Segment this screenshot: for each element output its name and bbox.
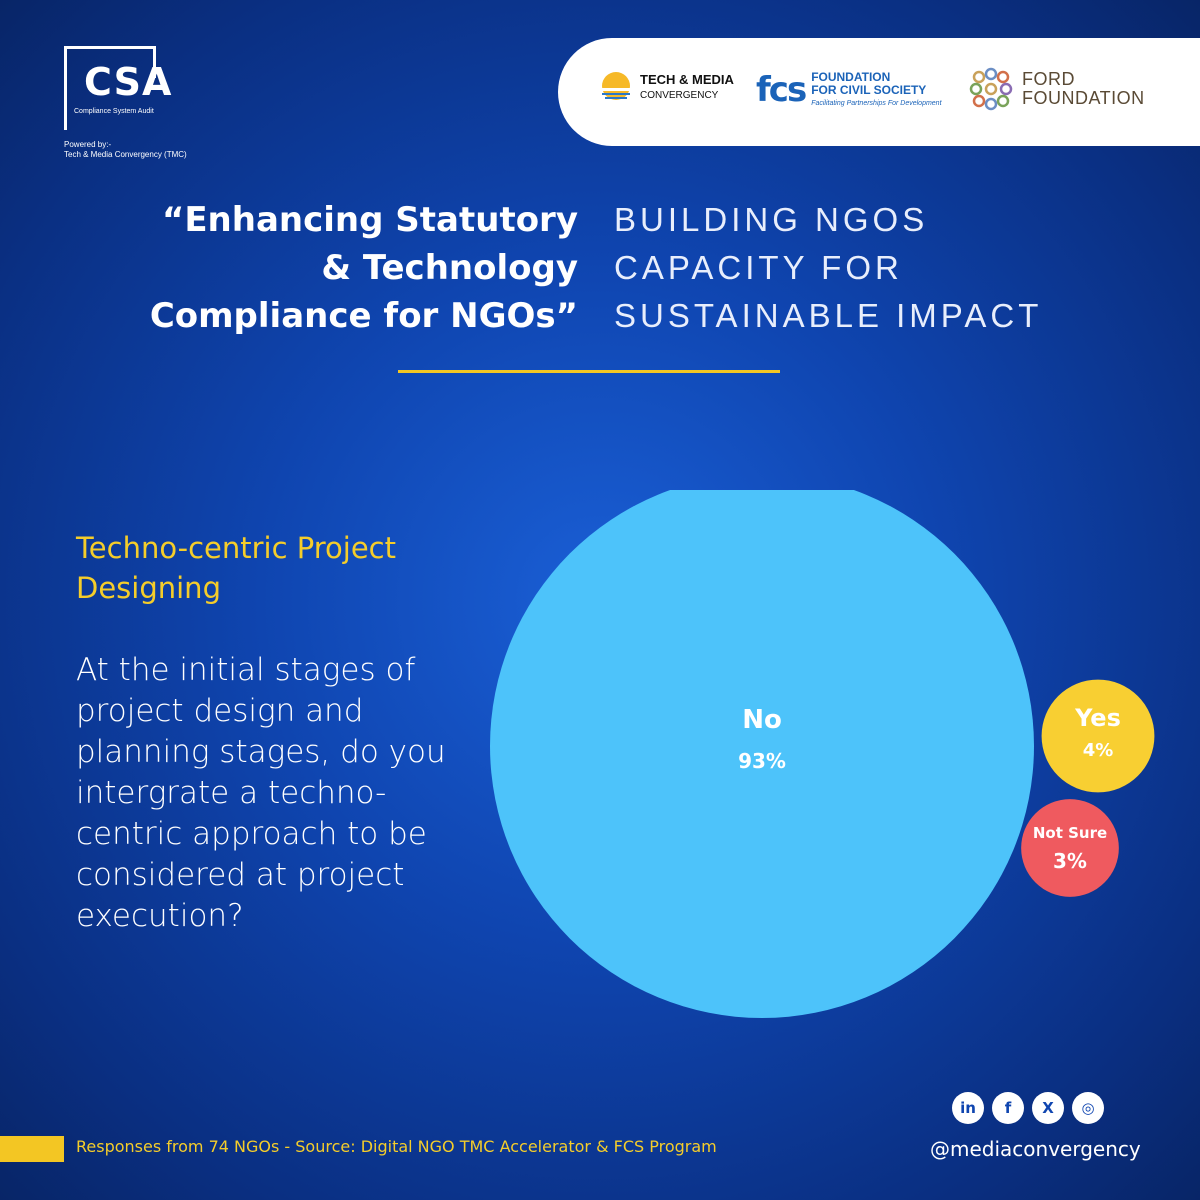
sun-icon	[600, 72, 632, 100]
headline-line1: “Enhancing Statutory	[161, 200, 578, 240]
ford-pattern-icon	[969, 67, 1013, 111]
bubble-no	[490, 490, 1034, 1018]
ford-line2: FOUNDATION	[1022, 88, 1145, 108]
divider	[398, 370, 780, 373]
section-title-line2: Designing	[76, 571, 221, 605]
linkedin-icon[interactable]: in	[952, 1092, 984, 1124]
sub-headline-line3: SUSTAINABLE IMPACT	[614, 297, 1043, 334]
ford-line1: FORD	[1022, 69, 1075, 89]
bubble-value: 4%	[1083, 740, 1114, 761]
csa-logo-subtitle: Compliance System Audit	[74, 108, 154, 115]
csa-logo: CSA	[84, 60, 173, 104]
section-title: Techno-centric Project Designing	[76, 528, 476, 608]
powered-by-line2: Tech & Media Convergency (TMC)	[64, 150, 187, 159]
powered-by: Powered by:- Tech & Media Convergency (T…	[64, 140, 187, 160]
bubble-label: Not Sure	[1033, 824, 1107, 842]
tmc-name: TECH & MEDIA	[640, 72, 734, 87]
fcs-logo: fcs FOUNDATION FOR CIVIL SOCIETY Facilit…	[756, 70, 942, 110]
instagram-icon[interactable]: ◎	[1072, 1092, 1104, 1124]
survey-question: At the initial stages of project design …	[76, 652, 446, 934]
source-note: Responses from 74 NGOs - Source: Digital…	[76, 1137, 717, 1156]
sub-headline-line1: BUILDING NGOS	[614, 201, 929, 238]
powered-by-line1: Powered by:-	[64, 140, 112, 149]
fcs-line2: FOR CIVIL SOCIETY	[811, 82, 927, 97]
footer-accent-bar	[0, 1136, 64, 1162]
headline-line3: Compliance for NGOs”	[149, 296, 578, 336]
bubble-value: 3%	[1053, 849, 1087, 873]
partner-logos-panel	[558, 38, 1200, 146]
logo-frame	[64, 46, 156, 49]
social-handle[interactable]: @mediaconvergency	[930, 1137, 1141, 1161]
fcs-line1: FOUNDATION	[811, 69, 891, 84]
social-links: in f X ◎	[952, 1092, 1104, 1124]
section-title-line1: Techno-centric Project	[76, 531, 396, 565]
facebook-icon[interactable]: f	[992, 1092, 1024, 1124]
fcs-mark: fcs	[756, 70, 807, 110]
logo-frame	[153, 46, 156, 78]
sub-headline-line2: CAPACITY FOR	[614, 249, 903, 286]
sub-headline: BUILDING NGOS CAPACITY FOR SUSTAINABLE I…	[614, 196, 1174, 340]
bubble-label: Yes	[1074, 704, 1121, 732]
headline-line2: & Technology	[321, 248, 578, 288]
main-headline: “Enhancing Statutory & Technology Compli…	[58, 196, 578, 340]
tmc-subname: CONVERGENCY	[640, 90, 719, 101]
tmc-logo: TECH & MEDIA CONVERGENCY	[598, 70, 734, 106]
bubble-yes	[1041, 679, 1155, 793]
bubble-not-sure	[1021, 799, 1119, 897]
bubble-value: 93%	[738, 749, 786, 773]
ford-logo: FORD FOUNDATION	[968, 66, 1145, 112]
logo-frame	[64, 46, 67, 130]
bubble-chart: No 93% Yes 4% Not Sure 3%	[490, 490, 1155, 1018]
fcs-tagline: Facilitating Partnerships For Developmen…	[811, 99, 942, 107]
x-icon[interactable]: X	[1032, 1092, 1064, 1124]
bubble-label: No	[742, 705, 782, 735]
